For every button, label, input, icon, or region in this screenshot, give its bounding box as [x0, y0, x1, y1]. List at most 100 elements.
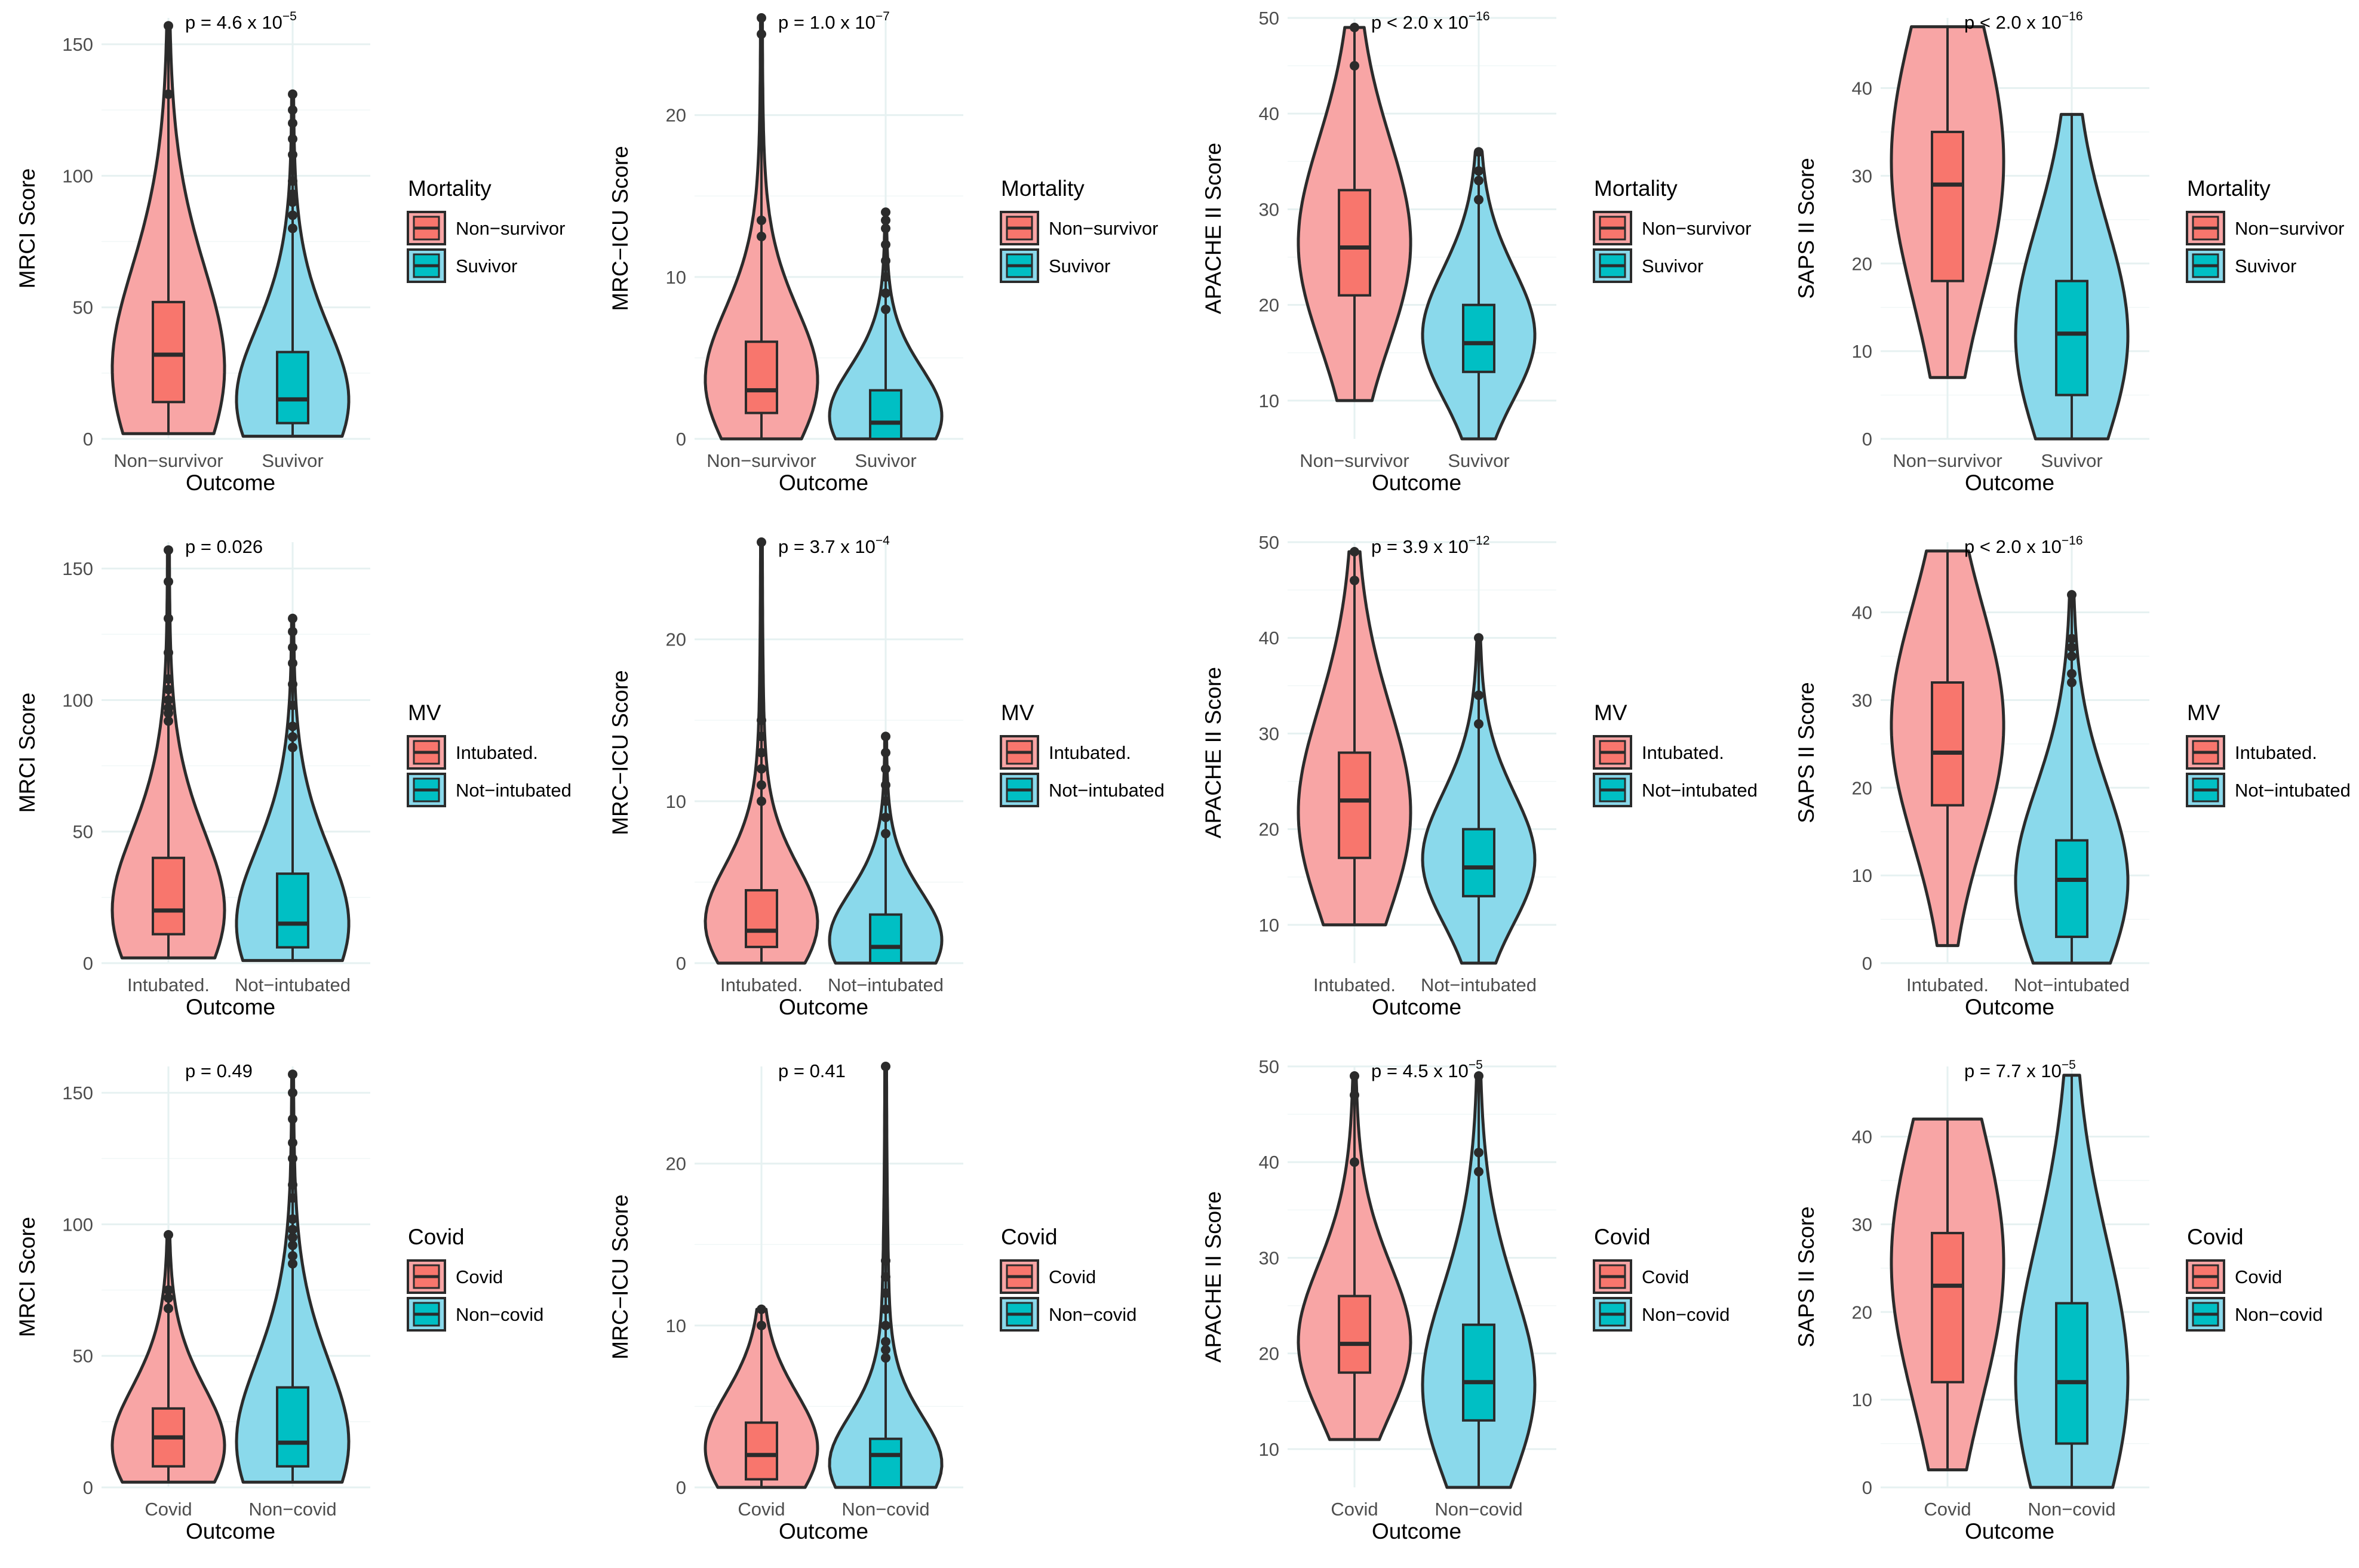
p-value-base: p = 0.41	[778, 1060, 846, 1081]
outlier-point	[288, 1251, 297, 1261]
outlier-point	[1474, 690, 1483, 700]
outlier-point	[164, 1303, 173, 1314]
legend-key-1	[1000, 1259, 1039, 1294]
p-value-exponent: −5	[2062, 1058, 2076, 1072]
y-tick-label: 100	[62, 1214, 93, 1235]
p-value-label: p = 3.9 x 10−12	[1371, 534, 1490, 557]
y-axis-title: MRCI Score	[15, 693, 39, 813]
legend-label: Not−intubated	[1642, 780, 1758, 801]
legend-key-1	[1593, 735, 1632, 770]
outlier-point	[164, 674, 173, 684]
outlier-point	[757, 715, 766, 725]
outlier-point	[288, 1069, 297, 1080]
y-axis-title: MRC−ICU Score	[608, 146, 632, 311]
outlier-point	[1350, 576, 1359, 586]
p-value-label: p = 0.41	[778, 1060, 846, 1081]
outlier-point	[2067, 669, 2077, 679]
outlier-point	[757, 13, 766, 23]
x-axis-title: Outcome	[1965, 471, 2054, 495]
outlier-point	[288, 210, 297, 220]
y-axis-title: MRCI Score	[15, 1217, 39, 1337]
y-tick-label: 100	[62, 165, 93, 186]
outlier-point	[881, 748, 890, 758]
p-value-exponent: −16	[1469, 10, 1490, 23]
box-2	[2055, 279, 2088, 396]
outlier-point	[164, 577, 173, 587]
x-tick-label: Covid	[1924, 1499, 1971, 1520]
p-value-base: p = 4.6 x 10	[185, 12, 282, 33]
outlier-point	[881, 796, 890, 806]
chart-panel-3: 10 20 30 40 50 APACHE II Score Non−survivor Suv…	[1201, 8, 1752, 495]
y-tick-label: 10	[1259, 1439, 1279, 1460]
outlier-point	[881, 1336, 890, 1346]
legend: Mortality Non−survivor Suvivor	[2186, 176, 2345, 283]
x-tick-label: Covid	[145, 1499, 192, 1520]
x-axis-title: Outcome	[1372, 471, 1461, 495]
outlier-point	[757, 748, 766, 758]
y-tick-label: 150	[62, 558, 93, 579]
x-tick-label: Suvivor	[855, 450, 916, 471]
outlier-point	[881, 1320, 890, 1330]
y-tick-label: 10	[1259, 391, 1279, 411]
y-tick-label: 0	[83, 429, 93, 450]
legend-label: Covid	[1642, 1266, 1689, 1287]
legend: MV Intubated. Not−intubated	[1000, 700, 1165, 807]
legend-key-2	[2186, 1297, 2225, 1332]
y-tick-label: 0	[1862, 953, 1872, 974]
chart-panel-5: 0 50 100 150 MRCI Score Intubated. Not−intubat…	[15, 536, 572, 1019]
box-1	[745, 340, 778, 414]
outlier-point	[164, 21, 173, 31]
p-value-label: p < 2.0 x 10−16	[1371, 10, 1490, 33]
y-axis-title: MRC−ICU Score	[608, 1194, 632, 1360]
x-tick-label: Suvivor	[262, 450, 323, 471]
outlier-point	[288, 223, 297, 233]
outlier-point	[288, 1259, 297, 1269]
outlier-point	[164, 716, 173, 726]
y-tick-label: 10	[1852, 1389, 1872, 1410]
legend: MV Intubated. Not−intubated	[407, 700, 572, 807]
x-tick-label: Not−intubated	[235, 974, 351, 995]
y-tick-label: 40	[1852, 1127, 1872, 1148]
p-value-label: p = 3.7 x 10−4	[778, 534, 890, 557]
legend-title: Mortality	[1594, 176, 1678, 201]
y-axis-title: SAPS II Score	[1794, 158, 1819, 299]
outlier-point	[757, 731, 766, 742]
legend: Mortality Non−survivor Suvivor	[407, 176, 566, 283]
x-axis-title: Outcome	[779, 1519, 868, 1544]
outlier-point	[288, 189, 297, 199]
outlier-point	[881, 1062, 890, 1071]
outlier-point	[881, 272, 890, 282]
outlier-point	[1474, 166, 1483, 176]
y-tick-label: 20	[666, 629, 686, 650]
box-1	[1338, 751, 1371, 859]
outlier-point	[164, 89, 173, 99]
outlier-point	[288, 658, 297, 668]
box-2	[1462, 828, 1495, 897]
outlier-point	[288, 742, 297, 752]
outlier-point	[757, 764, 766, 774]
outlier-point	[757, 29, 766, 39]
outlier-point	[881, 1288, 890, 1298]
y-axis-title: MRCI Score	[15, 168, 39, 288]
outlier-point	[164, 695, 173, 705]
y-tick-label: 40	[1259, 628, 1279, 648]
outlier-point	[1350, 61, 1359, 71]
y-tick-label: 10	[1259, 915, 1279, 936]
box-2	[276, 351, 309, 425]
p-value-base: p = 1.0 x 10	[778, 12, 876, 33]
outlier-point	[2067, 678, 2077, 687]
legend: Mortality Non−survivor Suvivor	[1000, 176, 1159, 283]
outlier-point	[288, 642, 297, 653]
outlier-point	[288, 150, 297, 160]
outlier-point	[881, 223, 890, 233]
outlier-point	[881, 215, 890, 225]
x-tick-label: Non−covid	[1435, 1499, 1522, 1520]
outlier-point	[288, 679, 297, 689]
x-tick-label: Intubated.	[1906, 974, 1989, 995]
legend-label: Non−covid	[2235, 1304, 2323, 1325]
outlier-point	[164, 1293, 173, 1303]
legend-key-2	[1593, 248, 1632, 283]
box-1	[152, 300, 185, 404]
outlier-point	[2067, 634, 2077, 644]
